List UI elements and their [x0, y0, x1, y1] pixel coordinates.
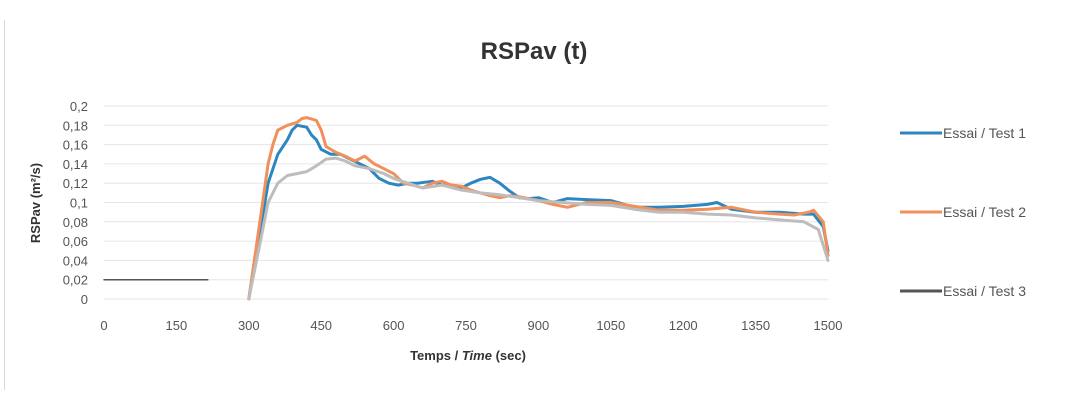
- legend-item-test-1: Essai / Test 1: [900, 125, 1026, 141]
- x-tick-label: 600: [383, 318, 405, 333]
- x-tick-label: 0: [100, 318, 107, 333]
- y-tick-label: 0,08: [63, 215, 88, 230]
- y-tick-label: 0,04: [63, 253, 88, 268]
- y-tick-label: 0,14: [63, 157, 88, 172]
- y-tick-label: 0,06: [63, 234, 88, 249]
- legend-label-test-1: Essai / Test 1: [943, 125, 1026, 141]
- y-tick-label: 0,2: [70, 99, 88, 114]
- x-tick-label: 750: [455, 318, 477, 333]
- x-tick-label: 1500: [814, 318, 843, 333]
- x-axis-label-prefix: Temps /: [410, 348, 462, 363]
- y-tick-labels: 0 0,02 0,04 0,06 0,08 0,1 0,12 0,14 0,16 0,18 0,2: [63, 99, 88, 307]
- y-tick-label: 0: [81, 292, 88, 307]
- legend-item-test-3: Essai / Test 3: [900, 283, 1026, 299]
- y-tick-label: 0,16: [63, 138, 88, 153]
- series-line-1: [247, 123, 830, 301]
- series-line-2: [247, 116, 830, 301]
- x-tick-label: 300: [238, 318, 260, 333]
- series-line-3: [247, 156, 830, 301]
- series-lines: [103, 116, 830, 301]
- y-tick-label: 0,18: [63, 118, 88, 133]
- legend-label-test-3: Essai / Test 3: [943, 283, 1026, 299]
- x-tick-label: 1350: [741, 318, 770, 333]
- grid-lines: [104, 105, 828, 300]
- y-tick-label: 0,1: [70, 196, 88, 211]
- x-tick-label: 150: [166, 318, 188, 333]
- x-axis-label-suffix: (sec): [492, 348, 526, 363]
- x-tick-label: 450: [310, 318, 332, 333]
- y-axis-label: RSPav (m²/s): [28, 163, 43, 243]
- x-tick-label: 1050: [596, 318, 625, 333]
- y-tick-label: 0,12: [63, 176, 88, 191]
- chart-title: RSPav (t): [481, 38, 588, 65]
- legend: Essai / Test 1 Essai / Test 2 Essai / Te…: [900, 125, 1026, 299]
- x-axis-label: Temps / Time (sec): [410, 348, 526, 363]
- legend-label-test-2: Essai / Test 2: [943, 204, 1026, 220]
- x-tick-label: 900: [528, 318, 550, 333]
- x-tick-label: 1200: [669, 318, 698, 333]
- x-tick-labels: 0 150 300 450 600 750 900 1050 1200 1350 1500: [100, 318, 842, 333]
- x-axis-label-italic: Time: [462, 348, 492, 363]
- legend-item-test-2: Essai / Test 2: [900, 204, 1026, 220]
- y-tick-label: 0,02: [63, 273, 88, 288]
- left-edge-line: [4, 20, 5, 390]
